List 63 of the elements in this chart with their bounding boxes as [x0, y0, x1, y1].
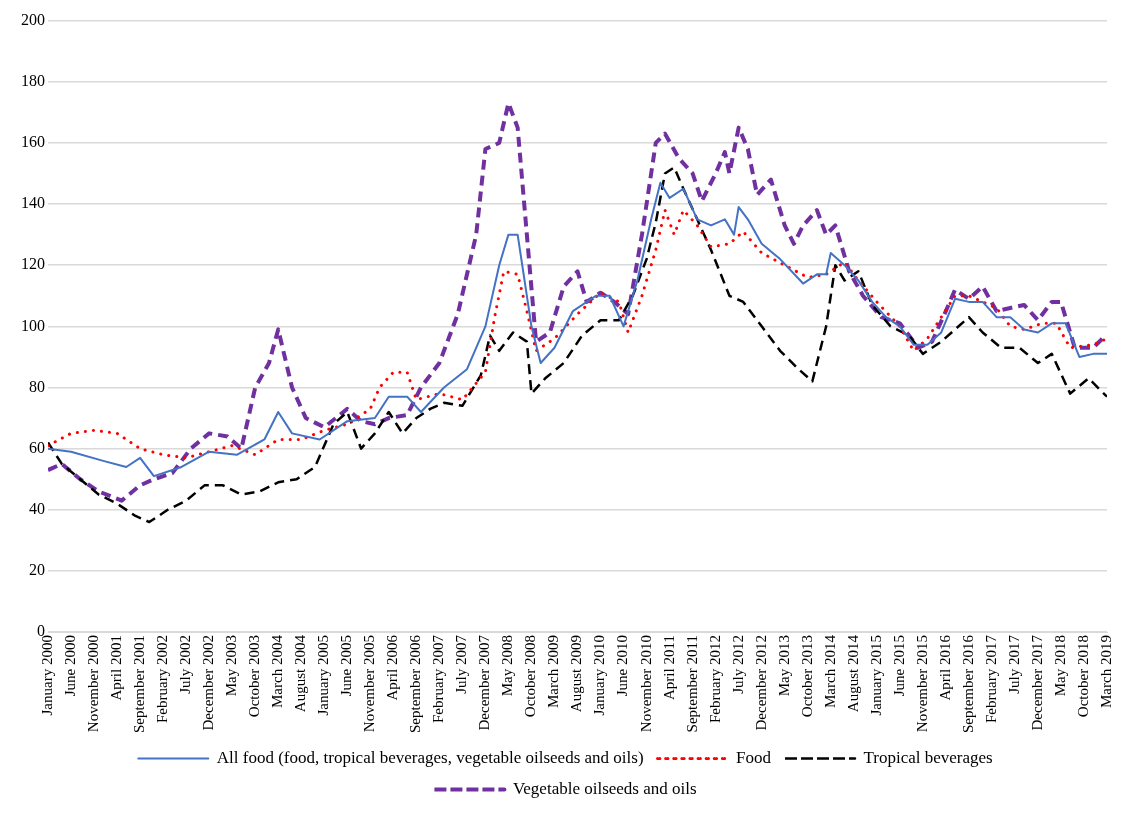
x-tick-label: June 2010 — [614, 635, 631, 697]
y-tick-label: 140 — [21, 194, 45, 212]
x-tick-label: May 2003 — [223, 635, 240, 697]
x-tick-label: May 2013 — [775, 635, 792, 697]
x-tick-label: January 2000 — [38, 635, 55, 716]
legend-label: Vegetable oilseeds and oils — [512, 778, 697, 798]
x-tick-label: November 2015 — [913, 635, 930, 733]
y-tick-label: 200 — [21, 10, 45, 28]
y-tick-label: 40 — [29, 500, 45, 518]
x-tick-label: October 2003 — [246, 635, 263, 718]
y-tick-label: 60 — [29, 438, 45, 456]
x-tick-label: July 2012 — [729, 635, 746, 694]
x-tick-label: December 2002 — [200, 635, 217, 731]
x-tick-label: October 2018 — [1074, 635, 1091, 718]
x-tick-label: June 2000 — [61, 635, 78, 697]
x-tick-label: March 2014 — [821, 634, 838, 709]
x-tick-label: November 2005 — [361, 635, 378, 733]
legend-label: All food (food, tropical beverages, vegetable oilseeds and oils) — [216, 747, 644, 767]
x-tick-label: September 2011 — [683, 635, 700, 733]
x-tick-label: January 2010 — [591, 635, 608, 716]
x-tick-label: December 2012 — [752, 635, 769, 731]
y-tick-label: 160 — [21, 133, 45, 151]
legend-label: Tropical beverages — [863, 747, 993, 767]
x-tick-label: May 2008 — [499, 635, 516, 697]
x-tick-label: April 2011 — [660, 635, 677, 700]
line-series — [48, 208, 1107, 460]
x-tick-label: April 2001 — [108, 635, 124, 701]
x-tick-label: February 2017 — [982, 634, 999, 724]
y-tick-label: 80 — [29, 377, 45, 395]
x-tick-label: October 2013 — [798, 635, 815, 718]
x-tick-label: February 2012 — [706, 635, 723, 724]
x-tick-label: October 2008 — [522, 635, 539, 718]
x-tick-label: May 2018 — [1051, 635, 1068, 697]
x-tick-label: June 2005 — [338, 635, 355, 697]
y-tick-label: 120 — [21, 255, 45, 273]
x-tick-label: April 2016 — [936, 634, 953, 701]
x-tick-label: September 2006 — [407, 634, 424, 734]
x-tick-label: March 2019 — [1097, 635, 1114, 709]
x-tick-label: January 2015 — [867, 635, 884, 716]
x-tick-label: January 2005 — [315, 635, 332, 716]
x-tick-label: December 2007 — [476, 634, 493, 731]
line-series — [48, 166, 1107, 524]
x-tick-label: August 2009 — [568, 635, 585, 713]
y-tick-label: 180 — [21, 71, 45, 89]
x-tick-label: July 2007 — [453, 634, 470, 694]
x-tick-label: August 2004 — [292, 634, 309, 713]
y-tick-label: 20 — [29, 561, 45, 579]
x-tick-label: July 2002 — [177, 635, 194, 694]
x-tick-label: August 2014 — [844, 634, 861, 713]
x-tick-label: July 2017 — [1005, 634, 1022, 694]
x-tick-label: April 2006 — [384, 634, 401, 701]
legend-label: Food — [736, 747, 772, 767]
y-tick-label: 100 — [21, 316, 45, 334]
x-tick-label: March 2004 — [269, 634, 286, 709]
x-tick-label: February 2007 — [430, 634, 447, 724]
x-tick-label: November 2000 — [84, 635, 101, 733]
x-tick-label: September 2016 — [959, 634, 976, 734]
x-tick-label: February 2002 — [154, 635, 171, 724]
x-tick-label: June 2015 — [890, 635, 907, 697]
x-tick-label: September 2001 — [131, 635, 148, 734]
x-tick-label: November 2010 — [637, 635, 654, 733]
x-tick-label: December 2017 — [1028, 634, 1045, 731]
x-tick-label: March 2009 — [545, 635, 562, 709]
